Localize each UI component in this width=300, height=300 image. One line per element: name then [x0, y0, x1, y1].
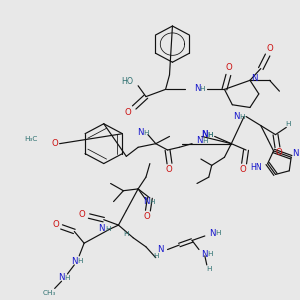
Text: O: O: [79, 210, 86, 219]
Text: O: O: [52, 220, 59, 229]
Text: H: H: [215, 230, 220, 236]
Text: H: H: [207, 132, 212, 138]
Text: N: N: [158, 245, 164, 254]
Text: O: O: [226, 63, 233, 72]
Text: N: N: [251, 74, 257, 83]
Text: O: O: [240, 164, 247, 173]
Text: N: N: [98, 224, 105, 233]
Text: N: N: [209, 229, 216, 238]
Text: H: H: [124, 231, 129, 237]
Text: O: O: [266, 44, 273, 53]
Text: O: O: [275, 148, 282, 157]
Text: H₃C: H₃C: [25, 136, 38, 142]
Text: CH₃: CH₃: [43, 290, 56, 296]
Text: N: N: [196, 136, 202, 145]
Text: O: O: [144, 212, 150, 220]
Text: H: H: [199, 86, 204, 92]
Text: H: H: [149, 199, 154, 205]
Text: HO: HO: [121, 77, 133, 86]
Text: N: N: [194, 84, 200, 93]
Text: N: N: [233, 112, 239, 121]
Text: N: N: [143, 197, 149, 206]
Text: H: H: [143, 130, 149, 136]
Text: H: H: [239, 113, 245, 119]
Text: H: H: [105, 226, 110, 232]
Text: N: N: [202, 130, 208, 139]
Text: N: N: [202, 250, 208, 259]
Text: H: H: [206, 266, 212, 272]
Text: N: N: [292, 149, 299, 158]
Text: N: N: [58, 273, 65, 282]
Text: N: N: [202, 130, 208, 139]
Text: H: H: [153, 253, 158, 259]
Text: H: H: [286, 121, 291, 127]
Text: HN: HN: [250, 163, 262, 172]
Text: H: H: [77, 258, 83, 264]
Text: O: O: [125, 108, 132, 117]
Text: O: O: [165, 164, 172, 173]
Text: H: H: [65, 274, 70, 280]
Text: H: H: [207, 132, 212, 138]
Text: N: N: [71, 257, 78, 266]
Text: O: O: [52, 139, 58, 148]
Text: N: N: [137, 128, 143, 137]
Text: H: H: [207, 251, 212, 257]
Text: H: H: [202, 138, 208, 144]
